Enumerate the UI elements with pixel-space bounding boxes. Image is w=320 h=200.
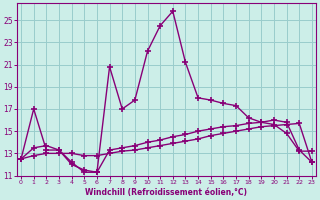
X-axis label: Windchill (Refroidissement éolien,°C): Windchill (Refroidissement éolien,°C) [85,188,247,197]
